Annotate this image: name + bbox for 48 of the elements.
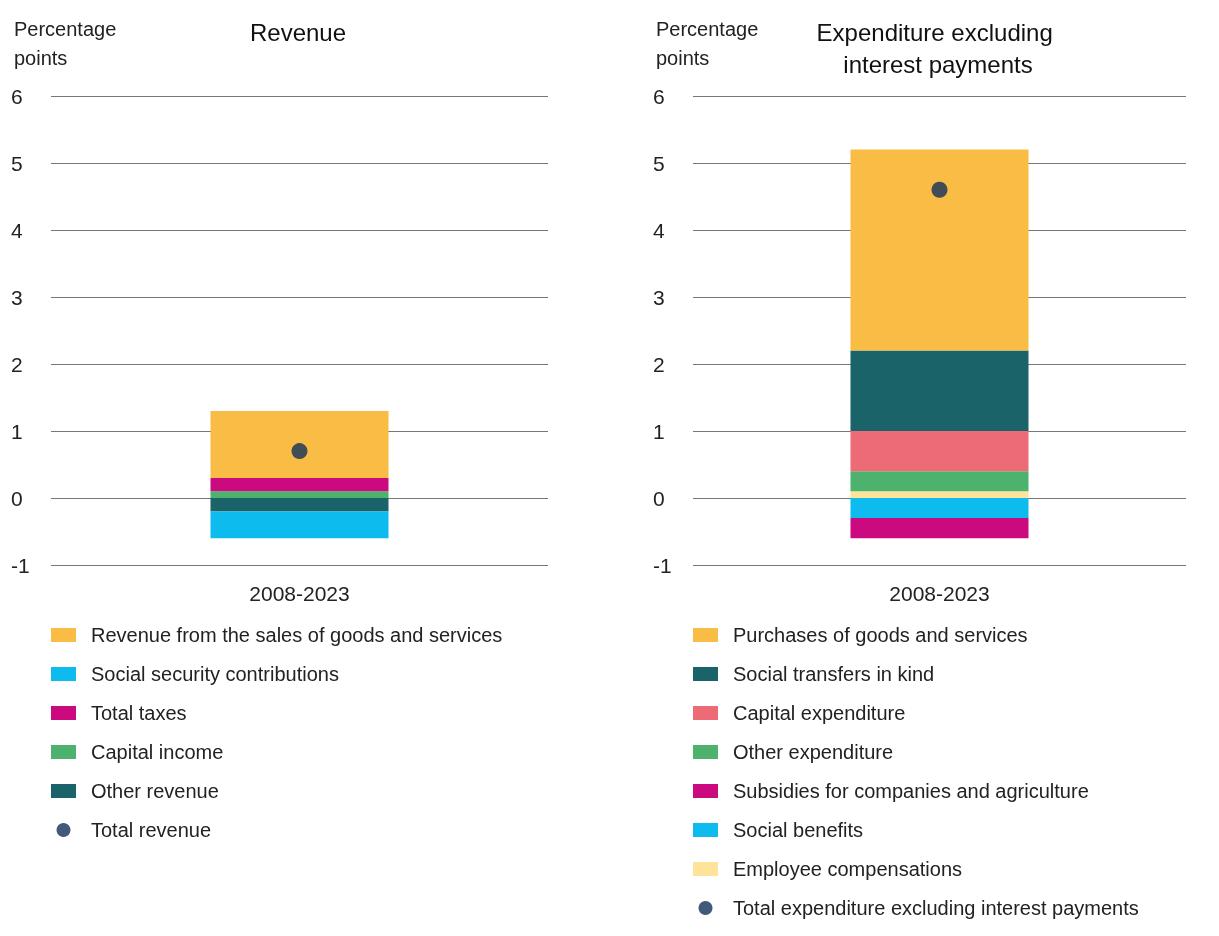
y-tick-label: 1 [653, 419, 665, 443]
bar [850, 471, 1029, 492]
chart-title: Revenue [249, 18, 347, 46]
y-tick-label: 6 [653, 84, 665, 108]
x-tick-label: 2008-2023 [889, 582, 990, 605]
y-axis-title: Percentage points [656, 17, 764, 69]
y-tick-label: 4 [653, 218, 665, 242]
legend-label: Other revenue [91, 780, 219, 802]
legend-label: Capital income [91, 741, 224, 763]
bar [850, 350, 1029, 431]
y-tick-label: 1 [11, 419, 23, 443]
legend-label: Social transfers in kind [733, 663, 935, 685]
legend-label: Employee compensations [733, 858, 963, 880]
y-axis-title: Percentage points [14, 17, 122, 69]
y-tick-label: 2 [653, 352, 665, 376]
bar [850, 491, 1029, 498]
legend-label: Total taxes [91, 702, 187, 724]
y-tick-label: 5 [653, 151, 665, 175]
bar [850, 149, 1029, 351]
bar [850, 431, 1029, 472]
legend-label: Purchases of goods and services [733, 624, 1028, 646]
bar [210, 477, 389, 492]
y-tick-label: 0 [11, 486, 23, 510]
legend-label: Total expenditure excluding interest payments [733, 897, 1139, 919]
y-tick-label: 5 [11, 151, 23, 175]
legend-label: Total revenue [91, 819, 212, 841]
y-tick-label: -1 [11, 553, 30, 577]
y-tick-label: 0 [653, 486, 665, 510]
legend-label: Other expenditure [733, 741, 894, 763]
y-tick-label: 6 [11, 84, 23, 108]
chart-title: Expenditure excluding interest payments [816, 18, 1060, 78]
bar [850, 498, 1029, 519]
legend-label: Revenue from the sales of goods and services [91, 624, 503, 646]
y-tick-label: -1 [653, 553, 672, 577]
bar [210, 410, 389, 478]
bar [210, 498, 389, 512]
y-tick-label: 4 [11, 218, 23, 242]
y-tick-label: 3 [653, 285, 665, 309]
y-tick-label: 3 [11, 285, 23, 309]
x-tick-label: 2008-2023 [249, 582, 350, 605]
legend-label: Social security contributions [91, 663, 339, 685]
bar [850, 518, 1029, 539]
legend-label: Capital expenditure [733, 702, 906, 724]
bar [210, 491, 389, 498]
bar [210, 511, 389, 539]
legend-label: Subsidies for companies and agriculture [733, 780, 1089, 802]
legend-label: Social benefits [733, 819, 864, 841]
y-tick-label: 2 [11, 352, 23, 376]
